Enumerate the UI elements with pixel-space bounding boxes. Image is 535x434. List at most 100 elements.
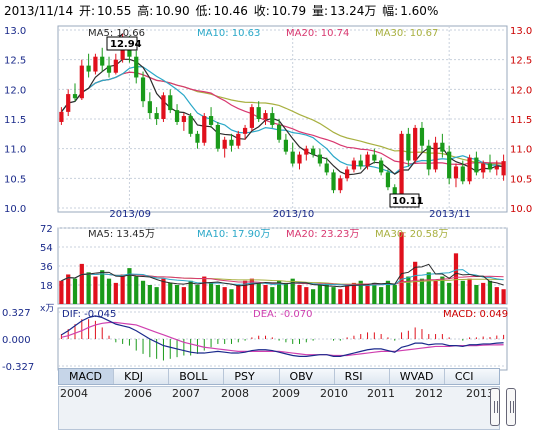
candle-body — [154, 113, 159, 119]
candle-body — [426, 145, 431, 170]
y-tick-label-right: 12.5 — [510, 56, 532, 67]
tab-kdj[interactable]: KDJ — [114, 369, 170, 384]
range-handle-right[interactable] — [506, 388, 516, 426]
volume-legend-ma30: MA30: 20.58万 — [375, 229, 448, 240]
volume-legend-ma10: MA10: 17.90万 — [197, 229, 270, 240]
change-label: 幅: — [382, 4, 399, 18]
tab-wvad[interactable]: WVAD — [390, 369, 445, 384]
volume-bar — [406, 276, 411, 304]
volume-bar — [100, 270, 105, 304]
volume-bar — [229, 289, 234, 304]
open-value: 10.55 — [97, 4, 132, 18]
timeline-navigator[interactable] — [58, 386, 500, 430]
open-label: 开: — [79, 4, 96, 18]
volume-bar — [66, 274, 71, 304]
volume-bar — [263, 285, 268, 304]
legend-ma10: MA10: 10.63 — [197, 28, 260, 39]
tab-rsi[interactable]: RSI — [335, 369, 390, 384]
volume-bar — [413, 261, 418, 304]
tab-cci[interactable]: CCI — [454, 370, 474, 383]
candle-body — [365, 154, 370, 167]
change-value: 1.60% — [400, 4, 439, 18]
candle-body — [93, 56, 98, 72]
candle-body — [147, 101, 152, 114]
volume-bar — [324, 282, 329, 304]
candle-body — [338, 178, 343, 191]
volume-bar — [195, 285, 200, 304]
candle-body — [406, 133, 411, 161]
candle-body — [474, 157, 479, 173]
candle-body — [372, 154, 377, 161]
candle-body — [358, 160, 363, 167]
candle-body — [297, 154, 302, 164]
volume-y-tick: 54 — [40, 243, 53, 254]
candle-body — [331, 172, 336, 191]
candle-body — [419, 127, 425, 146]
y-tick-label-left: 11.0 — [4, 145, 26, 156]
macd-legend: MACD: 0.049 — [443, 309, 508, 320]
volume-value: 13.24万 — [329, 4, 377, 18]
tab-macd[interactable]: MACD — [59, 369, 115, 384]
legend-ma5: MA5: 10.66 — [88, 28, 145, 39]
macd-y-tick: 0.327 — [2, 308, 31, 319]
high-annotation: 12.94 — [110, 39, 142, 50]
candle-body — [59, 111, 64, 122]
candle-body — [174, 110, 180, 122]
candle-body — [168, 95, 173, 111]
volume-bar — [134, 276, 139, 304]
legend-ma30: MA30: 10.67 — [375, 28, 438, 39]
x-tick-label: 2013/10 — [273, 209, 315, 220]
range-handle-left[interactable] — [490, 388, 500, 426]
volume-legend-ma5: MA5: 13.45万 — [88, 229, 155, 240]
dif-legend: DIF: -0.045 — [62, 309, 116, 320]
y-tick-label-left: 12.5 — [4, 56, 26, 67]
volume-bar — [79, 263, 84, 304]
candle-body — [317, 154, 323, 164]
candle-body — [256, 107, 261, 119]
candle-body — [345, 169, 350, 179]
candle-body — [351, 160, 357, 170]
candle-body — [120, 41, 125, 60]
year-label: 2007 — [172, 387, 200, 400]
volume-ma5-line — [61, 263, 504, 288]
volume-bar — [215, 285, 220, 304]
volume-bar — [399, 232, 404, 304]
candle-body — [324, 163, 329, 173]
low-value: 10.46 — [213, 4, 248, 18]
candle-body — [413, 127, 418, 161]
volume-bar — [202, 276, 207, 304]
volume-bar — [93, 276, 98, 304]
volume-bar — [385, 280, 391, 304]
year-label: 2011 — [367, 387, 395, 400]
y-tick-label-right: 11.0 — [510, 145, 532, 156]
volume-y-tick: 72 — [40, 224, 53, 235]
tab-obv[interactable]: OBV — [280, 369, 335, 384]
y-tick-label-right: 10.5 — [510, 174, 532, 185]
volume-bar — [338, 289, 343, 304]
volume-bar — [358, 280, 363, 304]
candle-body — [222, 139, 227, 149]
volume-bar — [181, 287, 186, 304]
volume-bar — [208, 282, 214, 304]
volume-bar — [147, 285, 152, 304]
volume-bar — [106, 278, 112, 304]
candle-body — [379, 160, 384, 173]
candle-body — [270, 113, 275, 125]
candle-body — [134, 56, 139, 78]
tab-boll[interactable]: BOLL — [169, 369, 225, 384]
candle-body — [140, 77, 146, 102]
year-label: 2010 — [320, 387, 348, 400]
volume-bar — [236, 285, 241, 304]
candle-body — [392, 187, 397, 197]
volume-bar — [460, 280, 465, 304]
candle-body — [66, 94, 71, 112]
volume-bar — [168, 282, 173, 304]
candle-body — [304, 148, 309, 155]
quote-date: 2013/11/14 — [4, 4, 74, 18]
tab-psy[interactable]: PSY — [224, 369, 280, 384]
volume-bar — [154, 287, 159, 304]
candle-body — [236, 133, 241, 146]
year-label: 2009 — [272, 387, 300, 400]
volume-unit-label: x万 — [40, 304, 54, 314]
